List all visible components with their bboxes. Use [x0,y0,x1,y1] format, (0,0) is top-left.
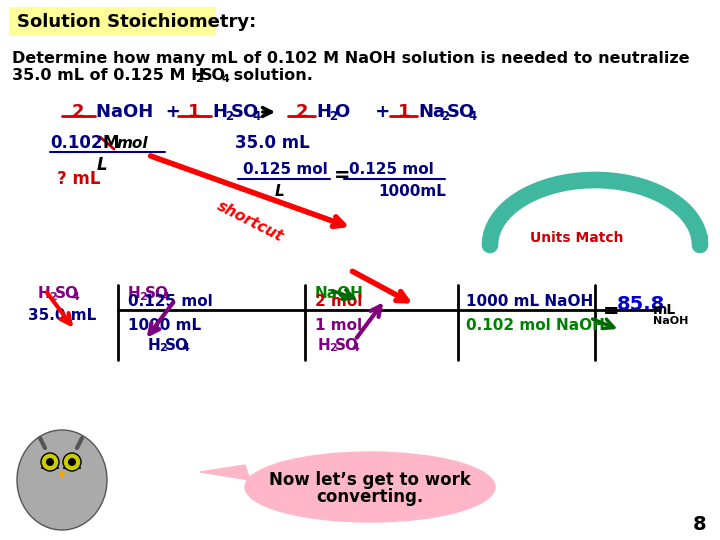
Text: 4: 4 [252,111,260,124]
Text: 2: 2 [225,111,233,124]
Text: Determine how many mL of 0.102 M NaOH solution is needed to neutralize: Determine how many mL of 0.102 M NaOH so… [12,51,690,65]
Text: SO: SO [335,338,359,353]
Text: 4: 4 [182,343,190,353]
Text: O    +: O + [335,103,390,121]
FancyBboxPatch shape [9,7,216,36]
Text: 2: 2 [72,103,84,121]
Text: H: H [128,286,140,300]
Text: 2 mol: 2 mol [315,294,362,309]
Text: M: M [103,134,120,152]
Ellipse shape [46,458,54,466]
Text: =: = [334,165,351,185]
Text: NaOH  +: NaOH + [96,103,181,121]
Text: 1: 1 [188,103,200,121]
Text: 4: 4 [352,343,360,353]
Text: H: H [316,103,331,121]
Text: 2: 2 [139,292,147,302]
Text: mol: mol [117,136,148,151]
Text: 35.0 mL of 0.125 M H: 35.0 mL of 0.125 M H [12,69,204,84]
Text: 2: 2 [441,111,449,124]
Text: 2: 2 [195,74,203,84]
Ellipse shape [68,458,76,466]
Text: =: = [603,302,619,321]
Text: 1000mL: 1000mL [378,185,446,199]
Text: converting.: converting. [316,488,423,506]
Text: ? mL: ? mL [57,170,101,188]
Ellipse shape [41,453,59,471]
Text: 0.125 mol: 0.125 mol [349,163,433,178]
Text: L: L [275,185,284,199]
Text: mL: mL [653,303,676,317]
Ellipse shape [17,430,107,530]
Text: 2: 2 [329,343,337,353]
Text: SO: SO [447,103,475,121]
Ellipse shape [245,452,495,522]
Text: 2: 2 [159,343,167,353]
Text: 1: 1 [398,103,410,121]
Text: 0.102 mol NaOH: 0.102 mol NaOH [466,318,605,333]
Text: 35.0 mL: 35.0 mL [28,307,96,322]
Text: 2: 2 [296,103,308,121]
Text: SO: SO [145,286,169,300]
Text: 4: 4 [162,292,170,302]
Text: 4: 4 [222,74,230,84]
Text: H: H [148,338,161,353]
Text: 0.125 mol: 0.125 mol [243,163,328,178]
Text: SO: SO [165,338,189,353]
Text: L: L [97,156,107,174]
Polygon shape [200,465,250,480]
Text: 85.8: 85.8 [617,295,665,314]
Text: 8: 8 [693,516,707,535]
Text: H: H [212,103,227,121]
Ellipse shape [63,453,81,471]
Text: SO: SO [231,103,259,121]
Text: 0.125 mol: 0.125 mol [128,294,212,309]
Text: Na: Na [418,103,445,121]
Text: Units Match: Units Match [530,231,624,245]
Text: NaOH: NaOH [315,286,364,300]
Text: SO: SO [55,286,79,300]
Text: 4: 4 [71,292,79,302]
Text: Now let’s get to work: Now let’s get to work [269,471,471,489]
Text: 0.102: 0.102 [50,134,102,152]
Text: H: H [318,338,330,353]
Text: 4: 4 [468,111,476,124]
Text: 2: 2 [329,111,337,124]
Text: 35.0 mL: 35.0 mL [235,134,310,152]
Text: 2: 2 [49,292,57,302]
Text: solution.: solution. [228,69,313,84]
Text: 1 mol: 1 mol [315,318,362,333]
Text: shortcut: shortcut [215,198,286,245]
Text: NaOH: NaOH [653,316,688,326]
Text: H: H [38,286,50,300]
Text: 1000 mL: 1000 mL [128,318,201,333]
Text: SO: SO [201,69,226,84]
Polygon shape [59,472,65,480]
Text: 1000 mL NaOH: 1000 mL NaOH [466,294,593,309]
Text: Solution Stoichiometry:: Solution Stoichiometry: [17,13,256,31]
